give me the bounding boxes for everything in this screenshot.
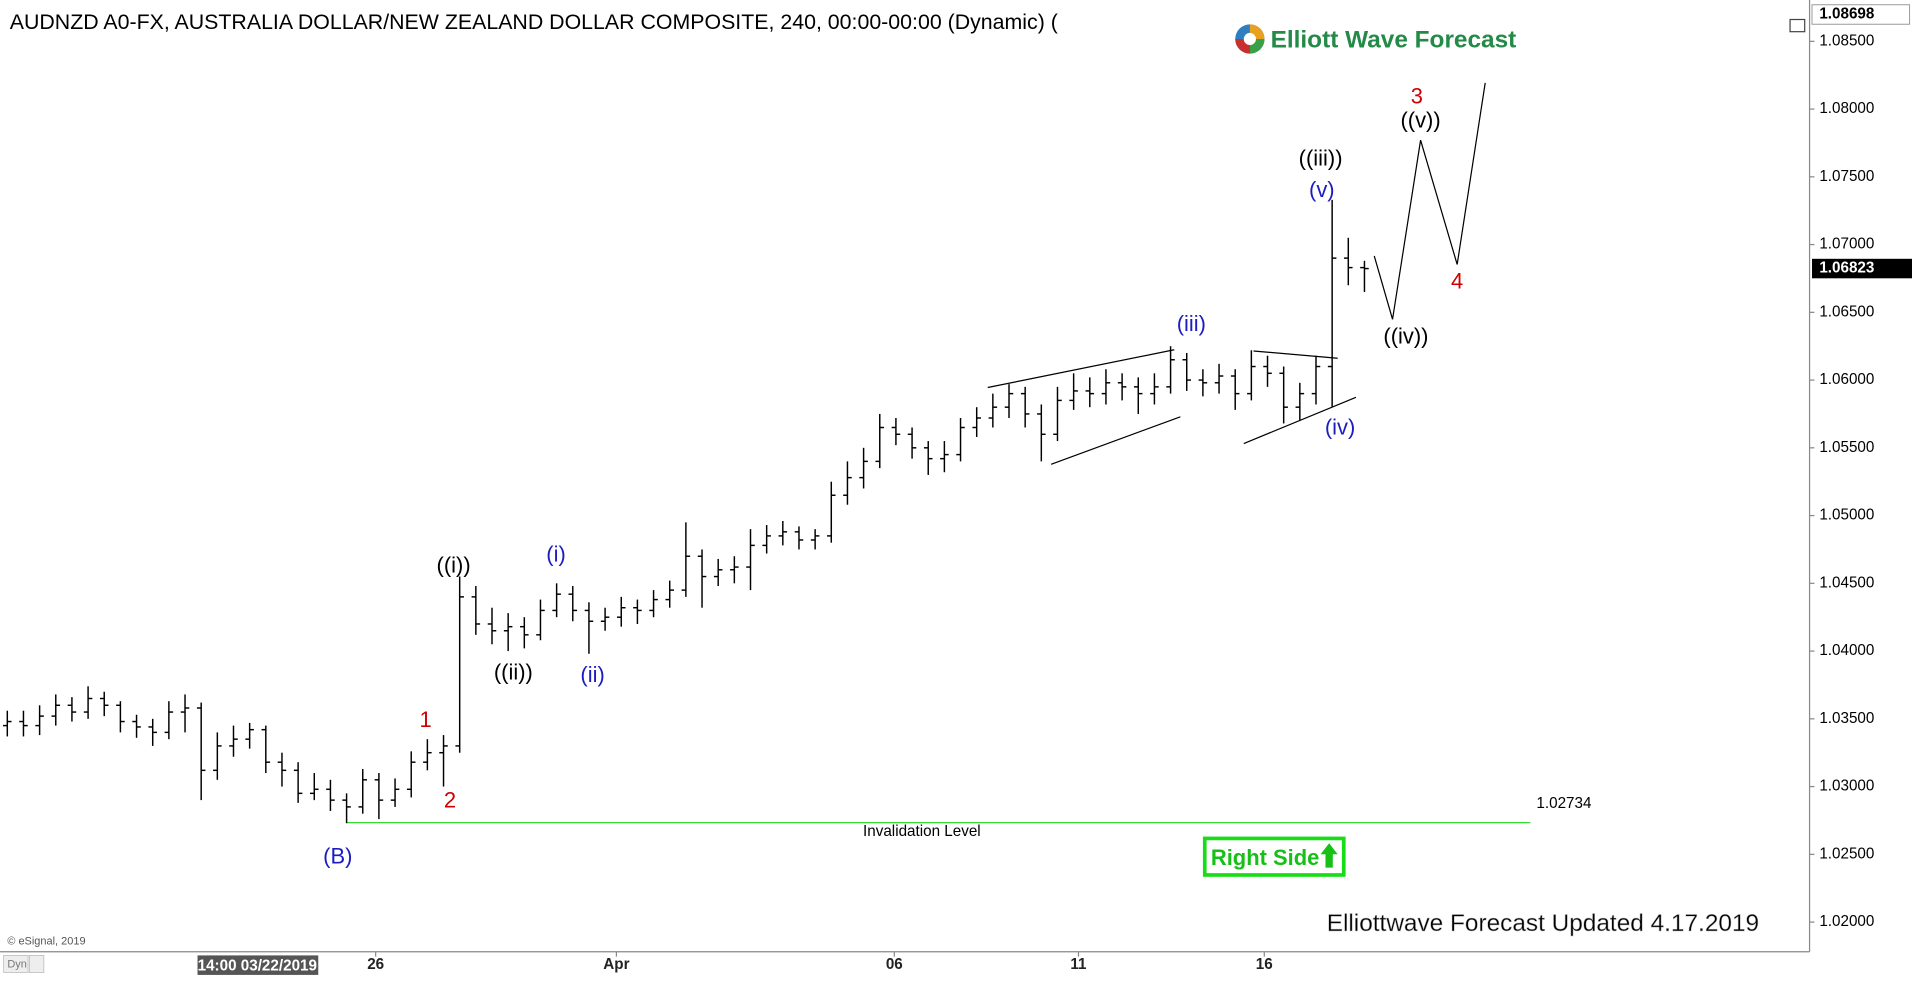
wave-label: 3 <box>1411 83 1423 108</box>
y-tick-label: 1.05500 <box>1819 439 1874 456</box>
y-tick-label: 1.07500 <box>1819 168 1874 185</box>
wave-label: 2 <box>444 788 456 813</box>
last-price-tag <box>1812 258 1912 279</box>
y-tick-label: 1.02000 <box>1819 913 1874 930</box>
wave-label: ((iii)) <box>1299 145 1343 170</box>
x-tick-label: 06 <box>886 956 903 973</box>
last-price-label: 1.06823 <box>1819 260 1874 277</box>
wave-label: (ii) <box>580 662 604 687</box>
wave-label: (i) <box>546 541 566 566</box>
high-tag <box>1811 4 1911 25</box>
mode-icon <box>28 955 45 973</box>
y-tick-label: 1.06500 <box>1819 303 1874 320</box>
wave-label: 4 <box>1451 269 1463 294</box>
y-tick-label: 1.02500 <box>1819 845 1874 862</box>
x-tick-label: 26 <box>367 956 384 973</box>
crosshair-box <box>197 955 319 975</box>
bars <box>3 199 1369 824</box>
mode-box <box>3 955 29 973</box>
y-tick-label: 1.08500 <box>1819 32 1874 49</box>
footer-text: Elliottwave Forecast Updated 4.17.2019 <box>1327 910 1759 937</box>
projection-path <box>1373 82 1486 320</box>
badge-text: Right Side <box>1211 845 1320 870</box>
wave-label: (iv) <box>1325 415 1355 440</box>
y-tick-label: 1.03000 <box>1819 778 1874 795</box>
logo: Elliott Wave Forecast <box>1229 17 1534 59</box>
wave-label: ((v)) <box>1400 108 1440 133</box>
wave-label: (v) <box>1309 177 1335 202</box>
right-side-badge: Right Side <box>1202 836 1346 877</box>
wave-label: (iii) <box>1177 311 1206 336</box>
x-tick-label: 11 <box>1070 956 1087 973</box>
wave-label: (B) <box>323 844 352 869</box>
y-tick-label: 1.04000 <box>1819 642 1874 659</box>
logo-text: Elliott Wave Forecast <box>1271 27 1517 54</box>
badge-arrow <box>1320 843 1338 868</box>
x-tick-label: 16 <box>1256 956 1273 973</box>
y-tick-label: 1.06000 <box>1819 371 1874 388</box>
y-tick-label: 1.04500 <box>1819 574 1874 591</box>
y-tick-label: 1.08000 <box>1819 100 1874 117</box>
chart-title: AUDNZD A0-FX, AUSTRALIA DOLLAR/NEW ZEALA… <box>10 10 1058 34</box>
high-tag-label: 1.08698 <box>1819 6 1874 23</box>
wave-drawings <box>987 82 1486 465</box>
y-tick-label: 1.05000 <box>1819 507 1874 524</box>
trendline <box>1253 350 1338 359</box>
invalidation-value: 1.02734 <box>1536 795 1592 812</box>
copyright: © eSignal, 2019 <box>7 935 85 947</box>
window-icon <box>1789 18 1806 33</box>
trendline <box>987 349 1175 389</box>
wave-label: ((ii)) <box>494 660 533 685</box>
y-tick-label: 1.07000 <box>1819 236 1874 253</box>
y-tick-label: 1.03500 <box>1819 710 1874 727</box>
x-tick-label: Apr <box>603 956 629 973</box>
wave-label: ((i)) <box>437 552 471 577</box>
invalidation-text: Invalidation Level <box>863 823 981 840</box>
trendline <box>1050 416 1181 465</box>
mode-label: Dyn <box>7 959 27 971</box>
wave-label: 1 <box>419 707 431 732</box>
crosshair-label: 14:00 03/22/2019 <box>198 957 317 974</box>
wave-label: ((iv)) <box>1383 323 1428 348</box>
